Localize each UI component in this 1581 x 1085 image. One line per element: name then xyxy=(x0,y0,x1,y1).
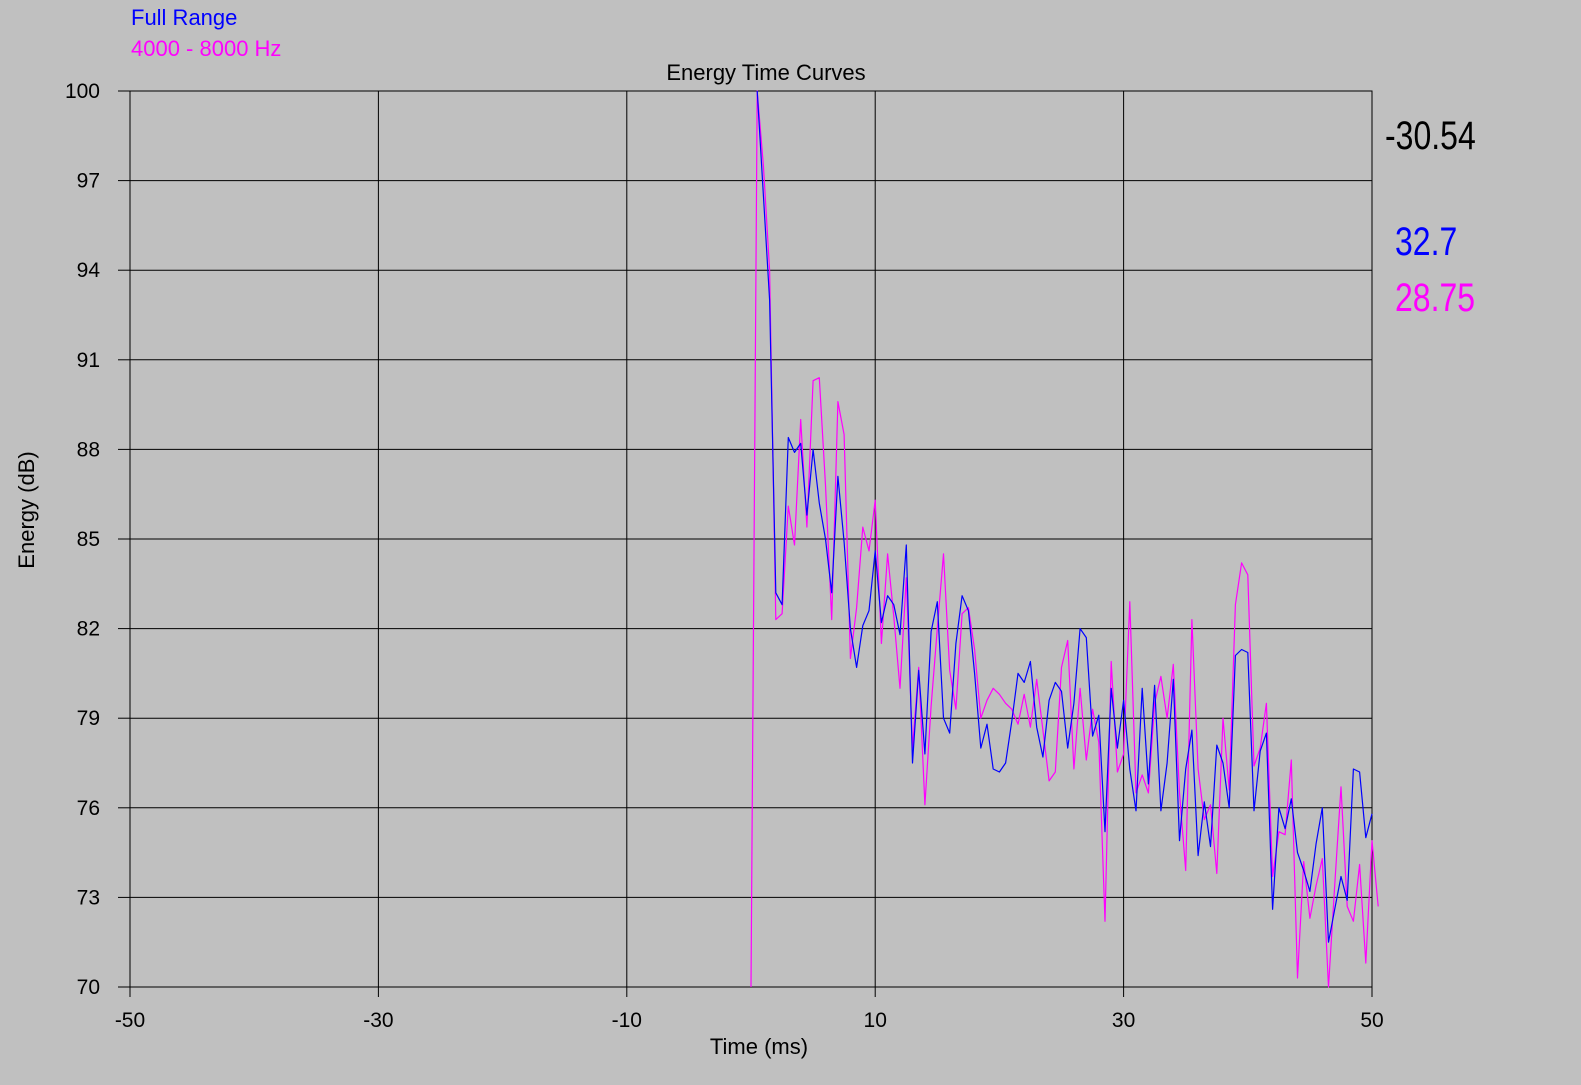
y-axis-label: Energy (dB) xyxy=(14,451,39,568)
chart-title: Energy Time Curves xyxy=(666,60,865,85)
y-tick-label: 70 xyxy=(77,976,100,999)
legend-item-4000-8000-hz: 4000 - 8000 Hz xyxy=(131,36,282,61)
x-tick-label: 50 xyxy=(1360,1009,1383,1032)
y-tick-label: 88 xyxy=(77,438,100,461)
y-tick-label: 76 xyxy=(77,797,100,820)
series-line-0 xyxy=(756,90,1373,943)
grid xyxy=(129,90,1373,988)
y-tick-label: 73 xyxy=(77,886,100,909)
y-tick-label: 100 xyxy=(65,80,100,103)
y-tick-label: 82 xyxy=(77,618,100,641)
x-tick-label: 30 xyxy=(1112,1009,1135,1032)
x-tick-label: -50 xyxy=(115,1009,145,1032)
y-tick-label: 91 xyxy=(77,349,100,372)
side-value-magenta: 28.75 xyxy=(1395,276,1476,320)
x-tick-label: 10 xyxy=(864,1009,887,1032)
side-value-black: -30.54 xyxy=(1385,114,1476,158)
legend-item-full-range: Full Range xyxy=(131,5,238,30)
x-tick-label: -10 xyxy=(612,1009,642,1032)
y-tick-label: 97 xyxy=(77,170,100,193)
y-tick-label: 79 xyxy=(77,707,100,730)
y-tick-label: 85 xyxy=(77,528,100,551)
tick-layer: 100 97 94 91 88 85 82 79 76 73 70 -50 -30 -10 10 30 50 xyxy=(65,80,1384,1032)
side-value-blue: 32.7 xyxy=(1395,220,1458,264)
y-tick-label: 94 xyxy=(77,259,101,282)
x-axis-label: Time (ms) xyxy=(710,1034,808,1059)
series-line-1 xyxy=(750,90,1379,988)
series-layer xyxy=(750,90,1379,988)
x-tick-label: -30 xyxy=(363,1009,393,1032)
